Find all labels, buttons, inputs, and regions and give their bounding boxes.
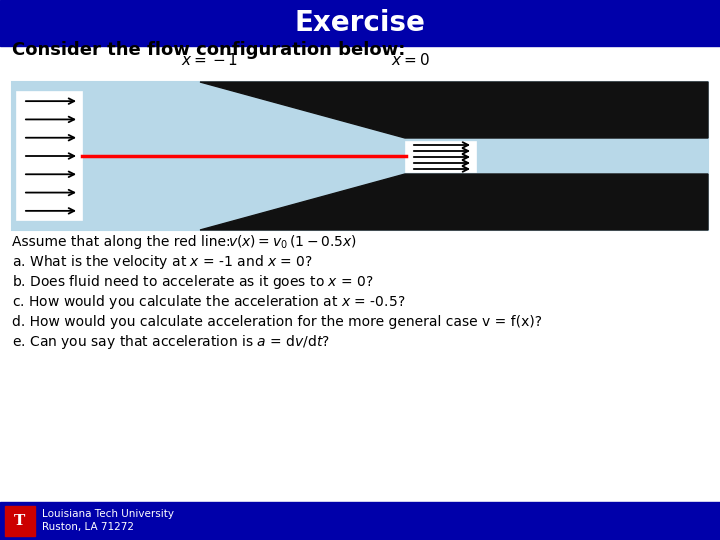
Text: $x=-1$: $x=-1$ <box>181 52 238 68</box>
Text: T: T <box>14 514 26 528</box>
Text: Consider the flow configuration below:: Consider the flow configuration below: <box>12 41 405 59</box>
Text: e. Can you say that acceleration is $a$ = d$v$/d$t$?: e. Can you say that acceleration is $a$ … <box>12 333 330 351</box>
Polygon shape <box>200 174 708 230</box>
Bar <box>17 92 82 220</box>
Bar <box>12 82 708 230</box>
Text: Assume that along the red line:: Assume that along the red line: <box>12 235 239 249</box>
Text: Ruston, LA 71272: Ruston, LA 71272 <box>42 522 134 532</box>
Text: d. How would you calculate acceleration for the more general case v = f(x)?: d. How would you calculate acceleration … <box>12 315 542 329</box>
Text: $x=0$: $x=0$ <box>391 52 429 68</box>
Text: Exercise: Exercise <box>294 9 426 37</box>
Bar <box>0 502 720 540</box>
Bar <box>406 142 476 172</box>
Text: Louisiana Tech University: Louisiana Tech University <box>42 509 174 519</box>
Text: b. Does fluid need to accelerate as it goes to $x$ = 0?: b. Does fluid need to accelerate as it g… <box>12 273 374 291</box>
Text: $v(x)=v_0\,(1-0.5x)$: $v(x)=v_0\,(1-0.5x)$ <box>228 233 357 251</box>
Text: c. How would you calculate the acceleration at $x$ = -0.5?: c. How would you calculate the accelerat… <box>12 293 405 311</box>
Bar <box>0 0 720 46</box>
Text: a. What is the velocity at $x$ = -1 and $x$ = 0?: a. What is the velocity at $x$ = -1 and … <box>12 253 313 271</box>
Bar <box>5 506 35 536</box>
Polygon shape <box>200 82 708 138</box>
